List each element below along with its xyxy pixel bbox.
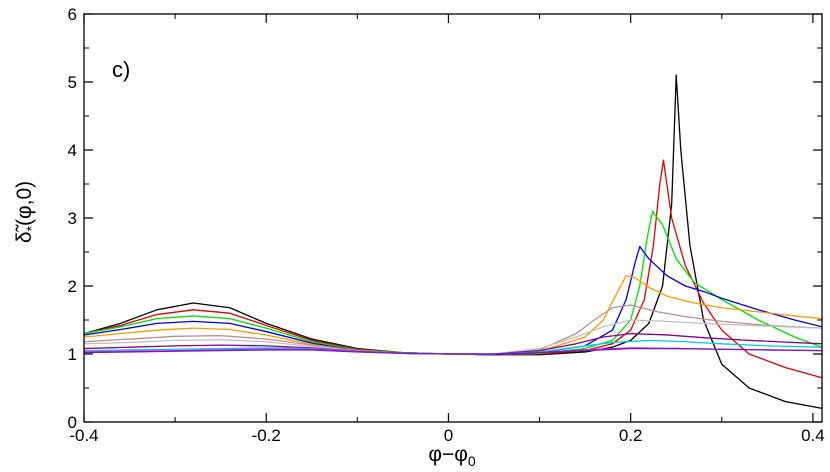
y-tick-label: 5 xyxy=(68,73,77,92)
y-axis-title-args: (φ,0) xyxy=(13,181,36,226)
x-tick-label: 0.4 xyxy=(801,426,825,445)
series-line-6 xyxy=(83,304,823,355)
plot-frame xyxy=(83,13,823,423)
panel-label: c) xyxy=(112,57,130,82)
x-tick-label: 0.2 xyxy=(619,426,643,445)
y-axis-title-subscript: * xyxy=(23,225,39,231)
series-line-2 xyxy=(83,159,823,379)
x-tick-label: -0.2 xyxy=(252,426,281,445)
series-line-1 xyxy=(83,74,823,410)
y-tick-label: 2 xyxy=(68,277,77,296)
x-axis-title: φ−φ0 xyxy=(428,443,476,469)
x-axis-title-subscript: 0 xyxy=(468,453,476,469)
x-tick-label: 0 xyxy=(444,426,453,445)
y-tick-label: 6 xyxy=(68,5,77,24)
series-line-5 xyxy=(83,275,823,355)
series-line-9 xyxy=(83,339,823,355)
y-tick-label: 4 xyxy=(68,141,77,160)
x-tick-label: -0.4 xyxy=(69,426,98,445)
y-tick-label: 0 xyxy=(68,413,77,432)
x-axis-title-main: φ−φ xyxy=(428,443,468,466)
tick-layer: -0.4 -0.2 0 0.2 0.4 0 1 2 3 4 5 6 xyxy=(68,5,825,445)
series-line-11 xyxy=(83,347,823,355)
series-layer xyxy=(83,74,823,410)
y-axis-title: δ̃*(φ,0) xyxy=(13,181,39,243)
y-tick-label: 3 xyxy=(68,209,77,228)
series-line-3 xyxy=(83,210,823,356)
y-tick-label: 1 xyxy=(68,345,77,364)
